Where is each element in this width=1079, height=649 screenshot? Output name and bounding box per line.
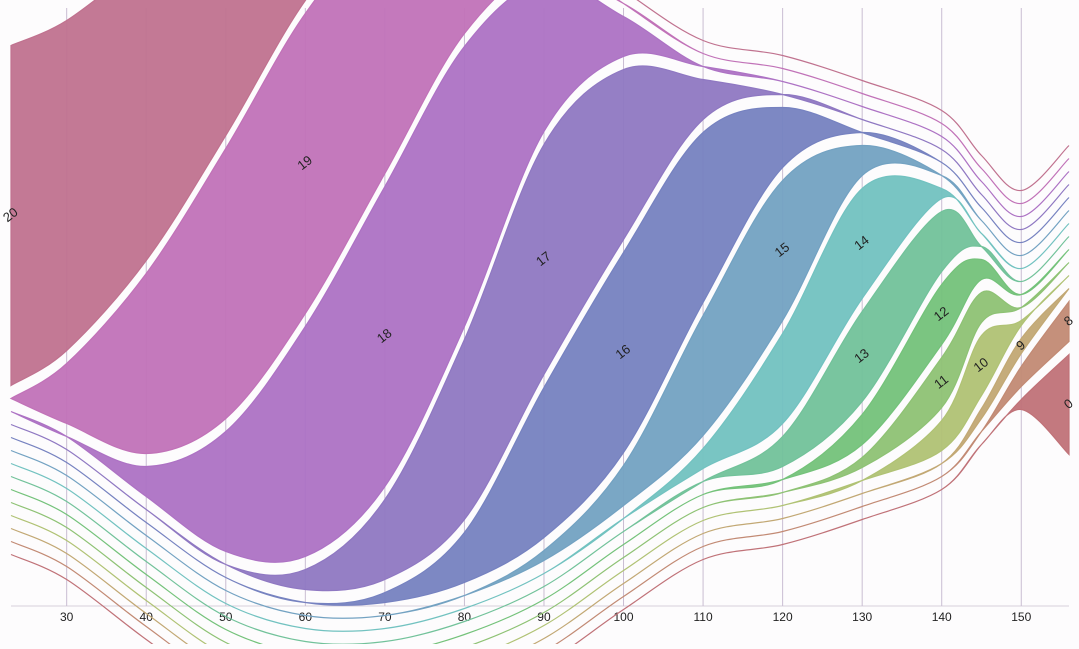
stream-layer bbox=[10, 175, 1070, 632]
stream-layer bbox=[10, 353, 1070, 649]
x-tick-label: 60 bbox=[299, 610, 313, 624]
x-tick-label: 110 bbox=[694, 610, 713, 624]
x-tick-label: 150 bbox=[1011, 610, 1031, 624]
x-tick-label: 40 bbox=[140, 610, 154, 624]
stream-layer bbox=[10, 0, 1070, 387]
x-tick-label: 140 bbox=[932, 610, 952, 624]
stream-layer bbox=[10, 0, 1070, 563]
x-tick-label: 120 bbox=[773, 610, 793, 624]
stream-layer bbox=[10, 288, 1070, 649]
x-tick-label: 30 bbox=[60, 610, 74, 624]
stream-layer bbox=[10, 106, 1070, 606]
x-tick-label: 90 bbox=[537, 610, 551, 624]
stream-layer bbox=[10, 299, 1070, 649]
x-tick-label: 130 bbox=[852, 610, 872, 624]
stream-layer bbox=[10, 249, 1070, 649]
stream-layer bbox=[10, 144, 1070, 619]
stream-layer bbox=[10, 262, 1070, 649]
x-tick-label: 70 bbox=[378, 610, 392, 624]
stream-layer bbox=[10, 275, 1070, 649]
stream-layer bbox=[9, 0, 1070, 455]
stream-layer bbox=[10, 65, 1070, 592]
stream-layer bbox=[10, 208, 1070, 645]
x-tick-label: 100 bbox=[614, 610, 634, 624]
